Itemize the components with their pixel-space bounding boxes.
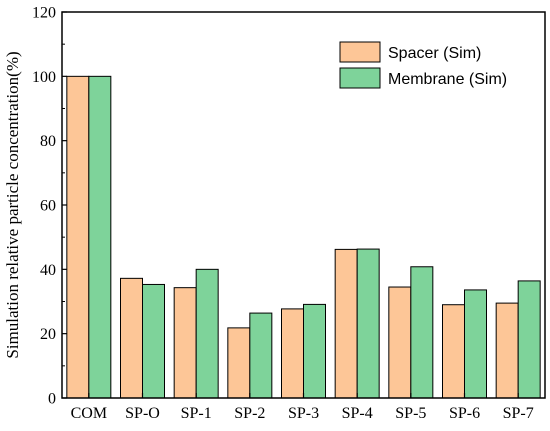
y-axis-title: Simulation relative particle concentrati… (3, 51, 22, 358)
bar-spacer-sp-o (120, 277, 143, 399)
y-tick-label: 20 (40, 326, 56, 343)
x-tick-label: SP-1 (181, 405, 212, 422)
y-tick-label: 0 (48, 391, 56, 408)
bar-spacer-sp-6 (442, 304, 465, 399)
bar-spacer-sp-7 (495, 302, 519, 399)
y-tick-label: 80 (40, 133, 56, 150)
y-tick-label: 60 (40, 198, 56, 215)
bar-membrane-sp-4 (356, 248, 380, 399)
y-axis: 0 20 40 60 80 100 120 (32, 5, 67, 408)
legend-swatch-membrane (339, 67, 381, 89)
y-tick-label: 120 (32, 5, 56, 22)
y-tick-label: 100 (32, 69, 56, 86)
bar-membrane-sp-o (142, 283, 165, 399)
x-tick-label: SP-4 (342, 405, 373, 422)
x-tick-label: SP-2 (234, 405, 265, 422)
bar-membrane-com (88, 75, 112, 399)
bar-spacer-sp-1 (173, 287, 197, 399)
bar-membrane-sp-7 (517, 280, 541, 399)
bar-membrane-sp-3 (303, 303, 326, 399)
bar-spacer-com (66, 75, 90, 399)
legend-label-spacer: Spacer (Sim) (388, 45, 481, 62)
x-axis: COM SP-O SP-1 SP-2 SP-3 SP-4 SP-5 SP-6 SP-7 (71, 393, 534, 422)
bar-membrane-sp-1 (195, 268, 219, 399)
x-tick-label: SP-6 (449, 405, 480, 422)
x-tick-label: SP-7 (503, 405, 534, 422)
x-tick-label: SP-O (125, 405, 160, 422)
x-tick-label: SP-3 (288, 405, 319, 422)
bar-spacer-sp-2 (227, 327, 251, 399)
bar-membrane-sp-6 (464, 289, 487, 399)
bar-membrane-sp-5 (410, 266, 434, 399)
bar-spacer-sp-3 (281, 308, 304, 399)
bar-membrane-sp-2 (249, 312, 273, 399)
y-tick-label: 40 (40, 262, 56, 279)
bar-spacer-sp-5 (388, 286, 412, 399)
legend-swatch-spacer (339, 41, 381, 63)
x-tick-label: SP-5 (395, 405, 426, 422)
legend: Spacer (Sim) Membrane (Sim) (339, 41, 507, 89)
bar-spacer-sp-4 (334, 248, 358, 399)
x-tick-label: COM (71, 405, 107, 422)
legend-label-membrane: Membrane (Sim) (388, 71, 507, 88)
bars-group (66, 75, 541, 399)
